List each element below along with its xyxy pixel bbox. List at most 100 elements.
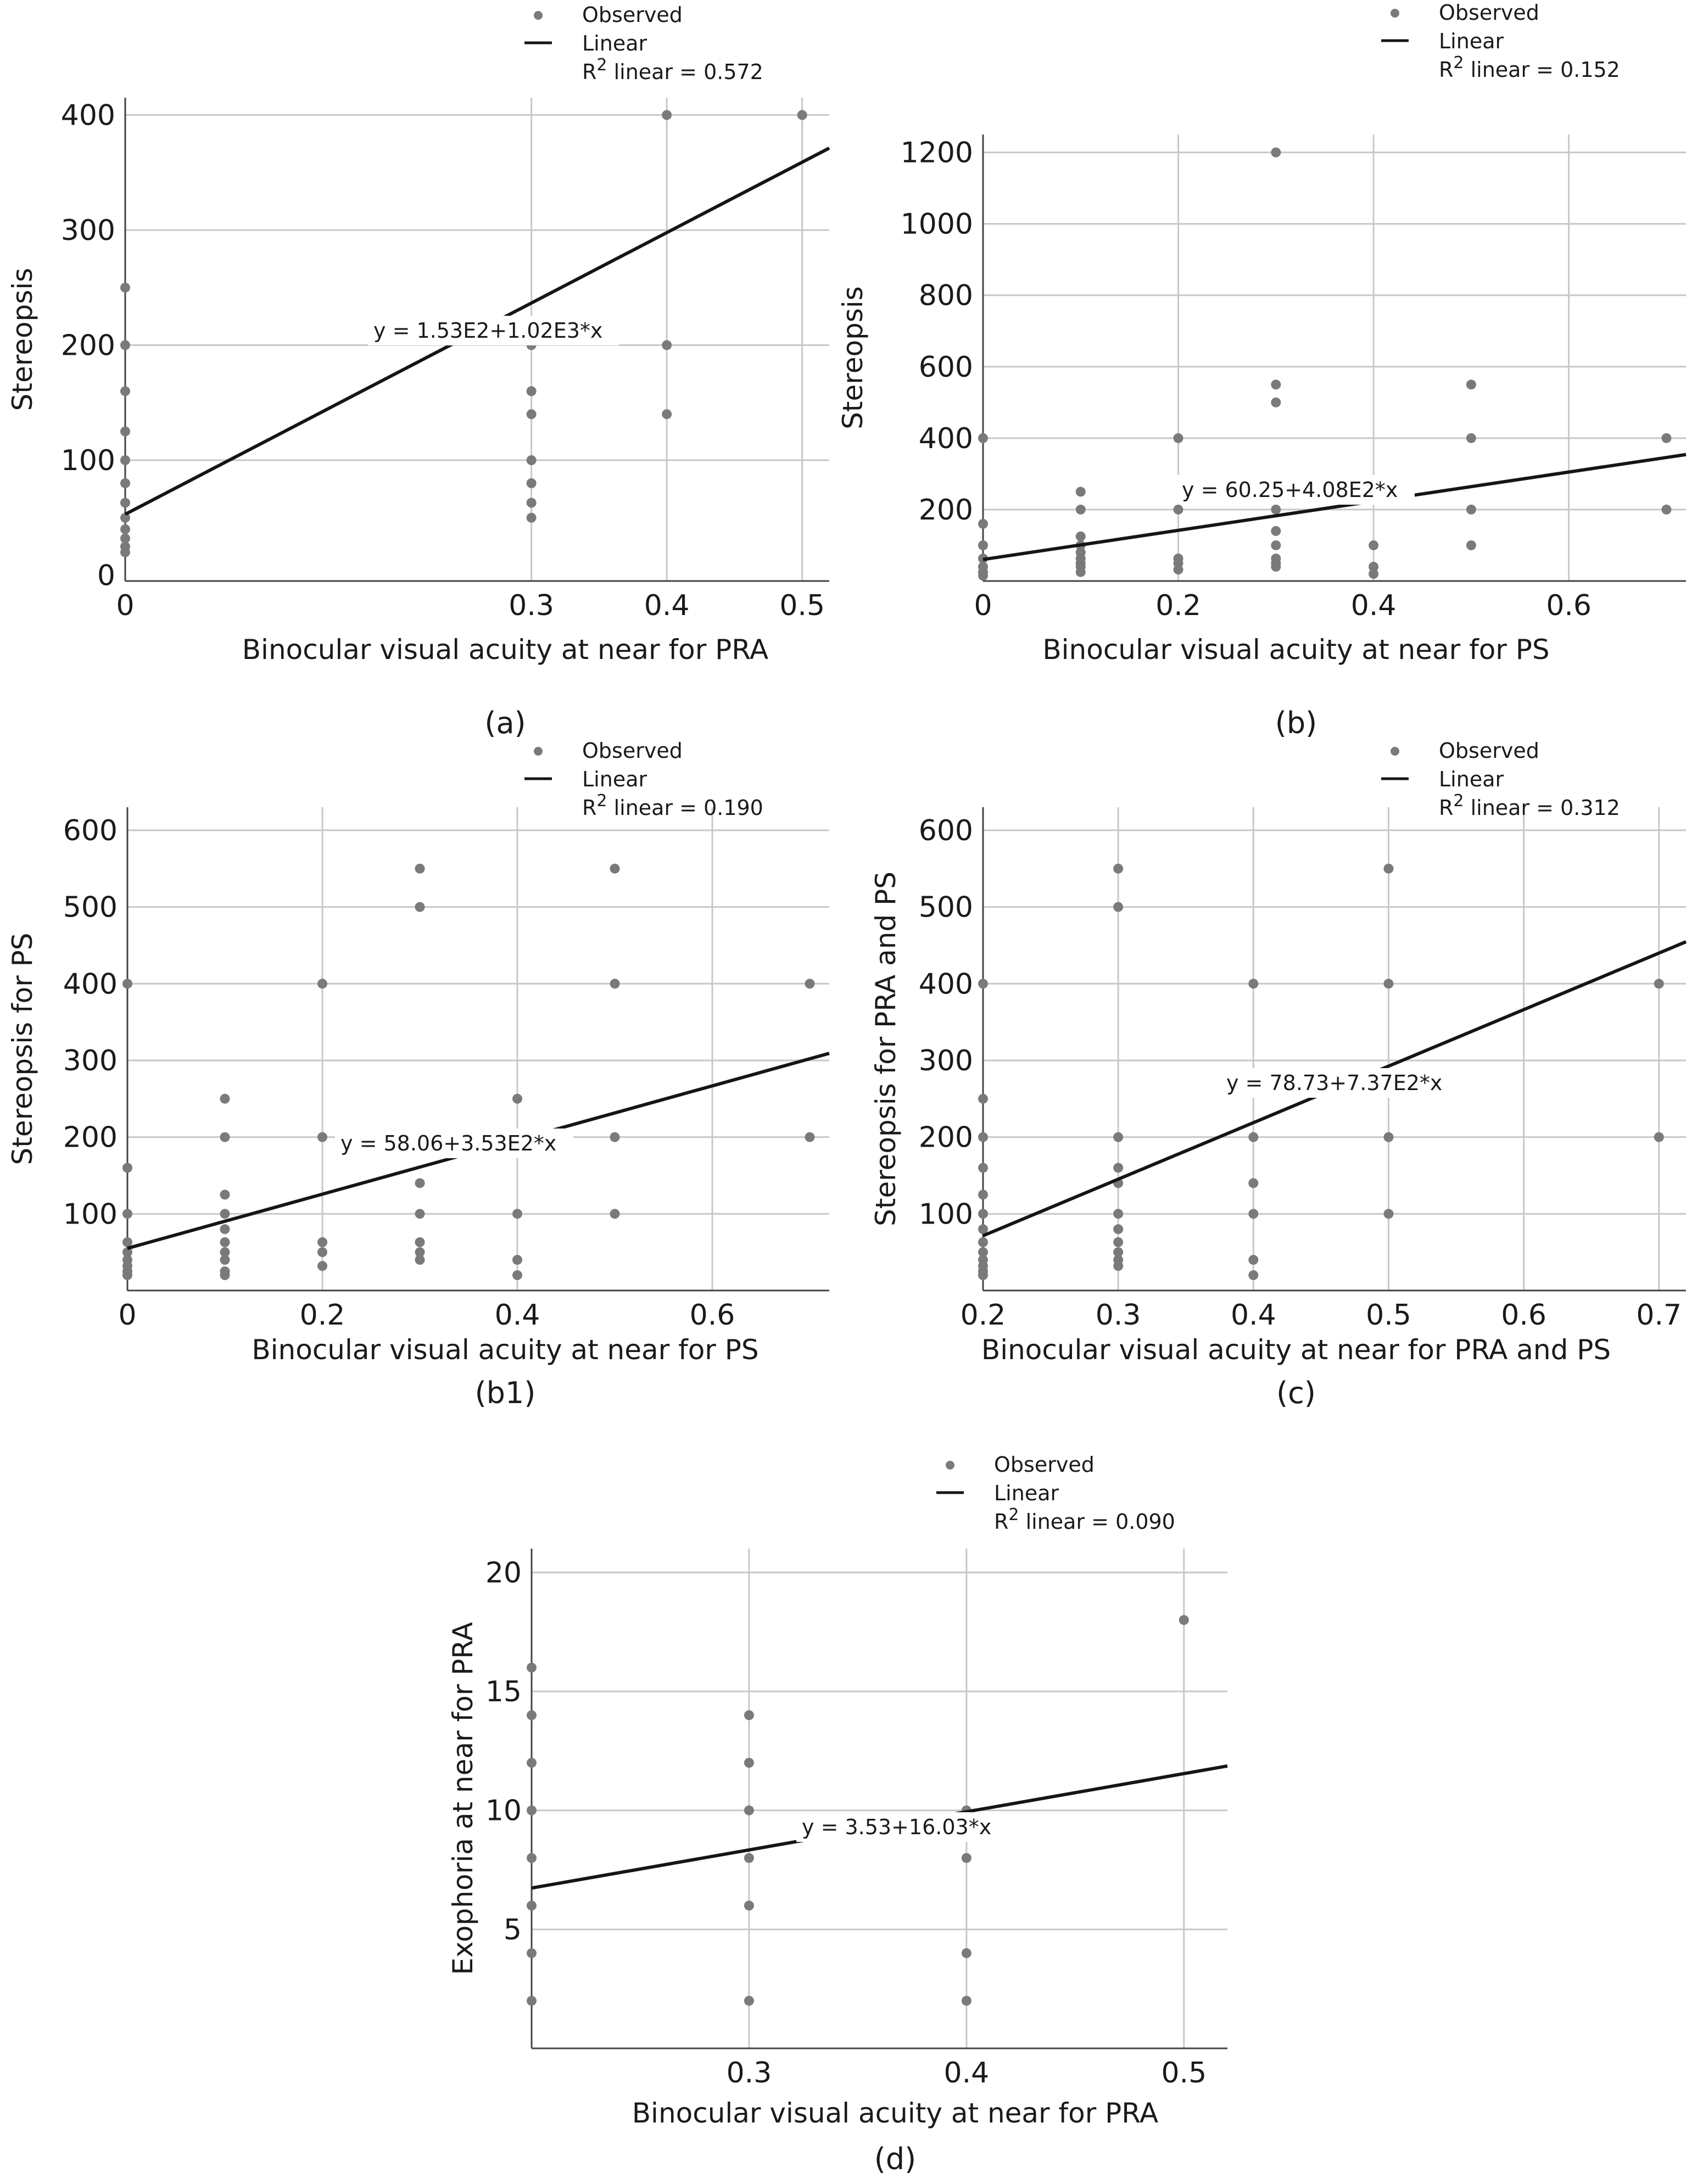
data-point xyxy=(978,540,988,550)
chart-panel-d: 0.3 0.4 0.5 5 10 15 20 Binocular visual acuity … xyxy=(447,1453,1228,2176)
y-tick-label: 500 xyxy=(63,891,118,924)
chart-panel-b: 0 0.2 0.4 0.6 200 400 600 800 1000 1200 Binocular … xyxy=(837,1,1687,740)
y-tick-label: 400 xyxy=(63,968,118,1001)
data-point xyxy=(1383,1209,1394,1219)
x-tick-label: 0.5 xyxy=(779,589,825,622)
data-point xyxy=(526,512,537,523)
y-tick-label: 400 xyxy=(919,422,973,455)
y-tick-label: 200 xyxy=(63,1121,118,1154)
y-tick-label: 300 xyxy=(919,1044,973,1077)
data-point xyxy=(1113,1261,1124,1271)
data-point xyxy=(512,1209,522,1219)
data-point xyxy=(978,518,988,529)
data-point xyxy=(415,902,425,912)
x-tick-label: 0.3 xyxy=(727,2057,772,2090)
r2-superscript: 2 xyxy=(1453,791,1464,811)
data-point xyxy=(1113,1132,1124,1142)
data-point xyxy=(120,386,130,396)
data-point xyxy=(317,1132,327,1142)
y-tick-label: 500 xyxy=(919,891,973,924)
y-axis-label: Stereopsis xyxy=(837,286,869,429)
x-axis-label: Binocular visual acuity at near for PS xyxy=(252,1334,758,1366)
data-point xyxy=(120,524,130,534)
x-axis-label: Binocular visual acuity at near for PRA … xyxy=(981,1334,1611,1366)
data-point xyxy=(1113,902,1124,912)
data-point xyxy=(744,1853,754,1863)
y-tick-label: 15 xyxy=(485,1675,522,1708)
panel-caption: (c) xyxy=(1276,1376,1316,1410)
r2-superscript: 2 xyxy=(596,55,607,75)
r2-superscript: 2 xyxy=(1453,53,1464,72)
data-point xyxy=(1466,379,1476,390)
data-point xyxy=(526,455,537,465)
data-point xyxy=(978,1189,988,1200)
chart-panel-b1: 0 0.2 0.4 0.6 100 200 300 400 500 600 Binocular vi… xyxy=(7,739,830,1410)
data-point xyxy=(120,512,130,523)
data-point xyxy=(415,1255,425,1265)
data-point xyxy=(512,1270,522,1281)
data-point xyxy=(1248,979,1259,989)
y-tick-label: 400 xyxy=(61,99,115,132)
data-point xyxy=(1661,504,1672,515)
x-axis-label: Binocular visual acuity at near for PS xyxy=(1042,634,1549,666)
r2-superscript: 2 xyxy=(1008,1505,1019,1524)
y-axis-label: Stereopsis xyxy=(7,268,38,411)
legend-linear-label: Linear xyxy=(994,1481,1059,1505)
equation-label-background xyxy=(1221,1068,1459,1098)
equation-label-background xyxy=(1176,475,1415,505)
data-point xyxy=(122,1237,132,1247)
y-tick-label: 300 xyxy=(61,214,115,247)
data-point xyxy=(744,1901,754,1911)
data-point xyxy=(662,340,672,350)
data-point xyxy=(961,1996,971,2006)
equation-label-background xyxy=(335,1129,573,1158)
y-tick-label: 20 xyxy=(485,1556,522,1589)
data-point xyxy=(1248,1270,1259,1281)
data-point xyxy=(610,979,620,989)
data-point xyxy=(526,498,537,508)
data-point xyxy=(1271,397,1281,407)
data-point xyxy=(527,1948,537,1958)
y-tick-label: 200 xyxy=(919,1121,973,1154)
data-point xyxy=(978,1224,988,1235)
data-point xyxy=(122,1247,132,1258)
data-point xyxy=(978,979,988,989)
legend-observed-marker xyxy=(946,1461,954,1470)
y-axis-label: Stereopsis for PRA and PS xyxy=(870,872,902,1226)
r2-superscript: 2 xyxy=(596,791,607,811)
x-tick-label: 0.4 xyxy=(1231,1299,1276,1332)
data-point xyxy=(744,1758,754,1768)
r2-prefix: R xyxy=(582,796,596,820)
data-point xyxy=(1383,863,1394,874)
data-point xyxy=(527,1662,537,1673)
regression-equation: y = 1.53E2+1.02E3*x xyxy=(373,319,602,343)
x-tick-label: 0 xyxy=(118,1299,136,1332)
data-point xyxy=(1369,568,1379,579)
x-tick-label: 0.4 xyxy=(944,2057,990,2090)
data-point xyxy=(1271,379,1281,390)
data-point xyxy=(1466,540,1476,550)
x-tick-label: 0.2 xyxy=(961,1299,1006,1332)
y-tick-label: 5 xyxy=(504,1913,522,1946)
x-tick-label: 0.2 xyxy=(300,1299,345,1332)
data-point xyxy=(978,571,988,581)
data-point xyxy=(610,863,620,874)
data-point xyxy=(512,1255,522,1265)
data-point xyxy=(610,1209,620,1219)
regression-equation: y = 3.53+16.03*x xyxy=(802,1815,991,1839)
r2-value: linear = 0.312 xyxy=(1464,796,1620,820)
linear-fit-line xyxy=(982,453,1687,561)
data-point xyxy=(122,1209,132,1219)
data-point xyxy=(1654,1132,1664,1142)
r2-prefix: R xyxy=(1439,58,1453,82)
data-point xyxy=(526,409,537,420)
data-point xyxy=(1173,565,1183,575)
data-point xyxy=(978,1209,988,1219)
data-point xyxy=(120,340,130,350)
data-point xyxy=(220,1255,230,1265)
y-tick-label: 200 xyxy=(61,329,115,362)
equation-label-background xyxy=(796,1812,1009,1842)
